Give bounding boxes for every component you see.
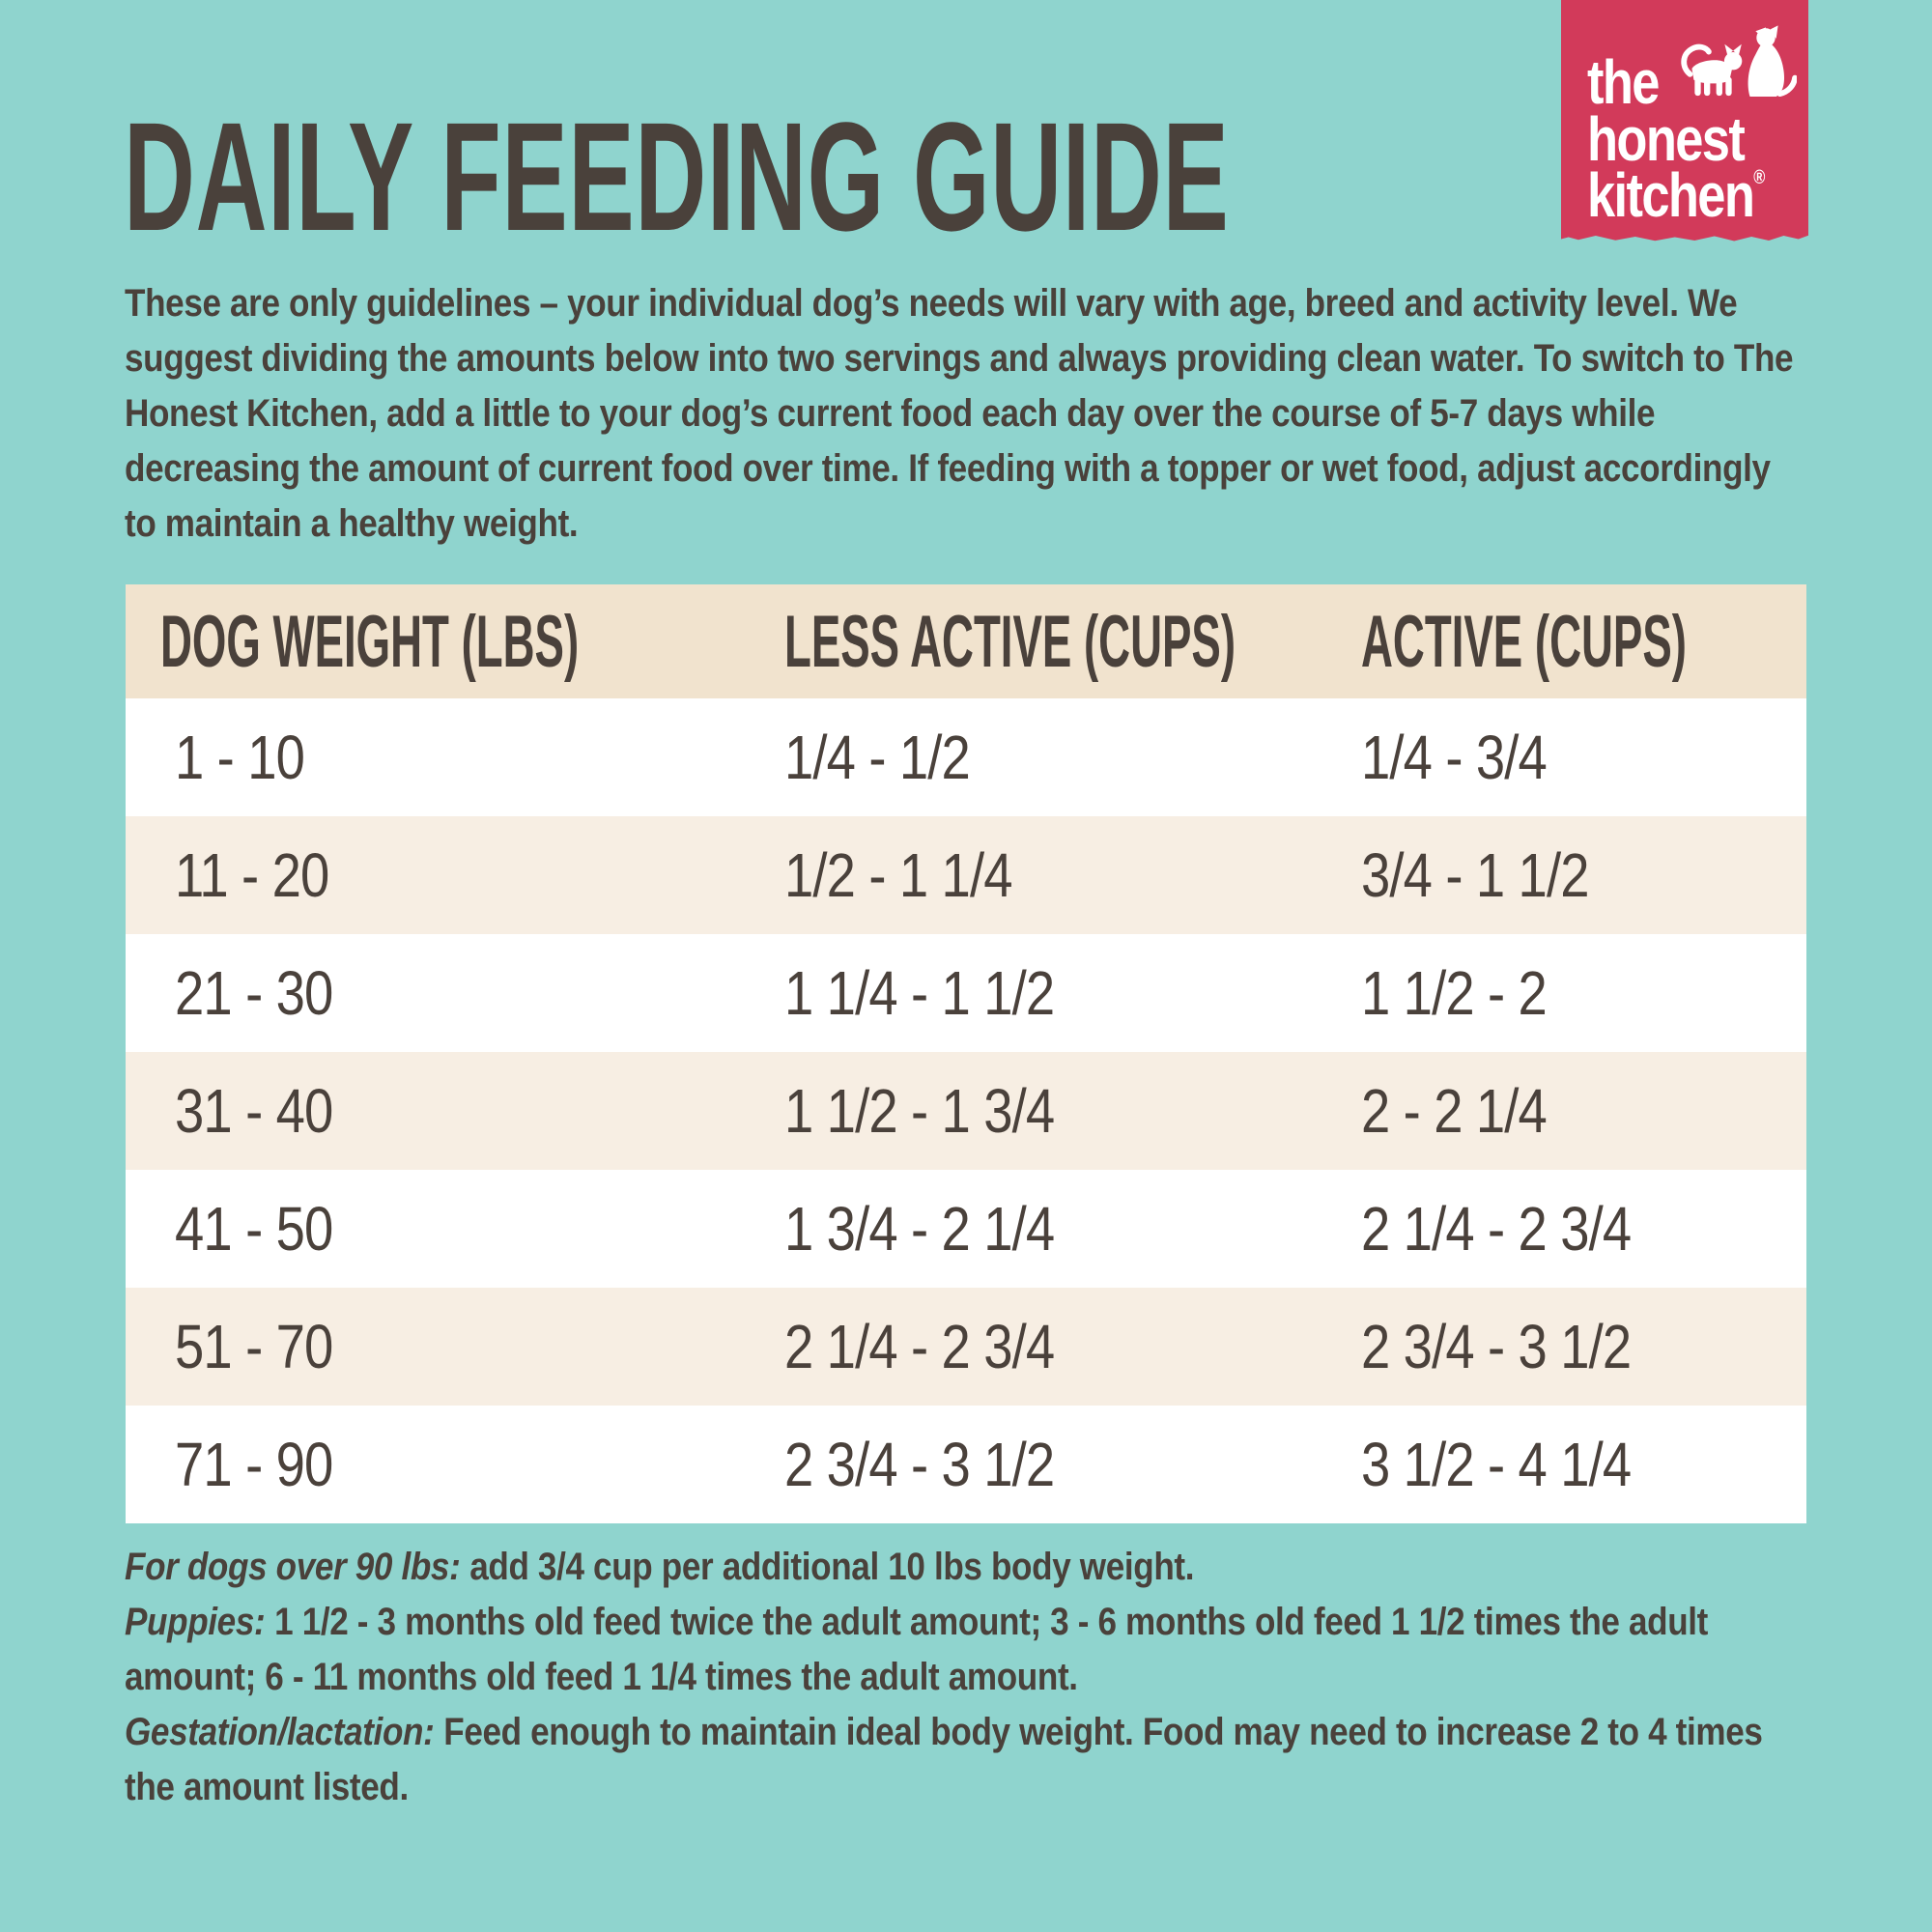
dog-ear [1770,25,1778,39]
table-row: 31 - 40 1 1/2 - 1 3/4 2 - 2 1/4 [126,1052,1806,1170]
note-text: add 3/4 cup per additional 10 lbs body w… [469,1546,1195,1588]
page-title: DAILY FEEDING GUIDE [124,90,1230,263]
active-cups: 2 1/4 - 2 3/4 [1361,1194,1632,1264]
note-over-90-lbs: For dogs over 90 lbs: add 3/4 cup per add… [125,1540,1806,1595]
weight-range: 1 - 10 [175,723,305,792]
feeding-table: DOG WEIGHT (LBS) LESS ACTIVE (CUPS) ACTI… [126,584,1806,1523]
note-gestation-lactation: Gestation/lactation: Feed enough to maint… [125,1705,1806,1815]
logo-word-honest: honest [1587,104,1746,174]
table-row: 11 - 20 1/2 - 1 1/4 3/4 - 1 1/2 [126,816,1806,934]
less-active-cups: 2 1/4 - 2 3/4 [784,1312,1055,1381]
cat-leg [1725,76,1732,97]
logo-word-kitchen-text: kitchen [1587,160,1755,230]
dog-body [1747,40,1785,98]
active-cups: 3 1/2 - 4 1/4 [1361,1430,1632,1499]
cat-leg [1716,79,1722,97]
active-cups: 2 - 2 1/4 [1361,1076,1548,1146]
logo-word-the: the [1587,47,1660,117]
weight-range: 71 - 90 [175,1430,333,1499]
cat-body [1691,60,1733,84]
weight-range: 21 - 30 [175,958,333,1028]
logo-word-kitchen: kitchen® [1587,164,1765,226]
less-active-cups: 2 3/4 - 3 1/2 [784,1430,1055,1499]
honest-kitchen-logo: the honest kitchen® [1561,0,1808,242]
table-row: 51 - 70 2 1/4 - 2 3/4 2 3/4 - 3 1/2 [126,1288,1806,1406]
header-active: ACTIVE (CUPS) [1361,600,1687,683]
weight-range: 51 - 70 [175,1312,333,1381]
cat-head [1723,52,1743,71]
cat-leg [1704,79,1711,97]
note-text: Feed enough to maintain ideal body weigh… [125,1711,1763,1808]
dog-muzzle [1755,27,1767,39]
registered-trademark-symbol: ® [1753,167,1766,188]
header-less-active: LESS ACTIVE (CUPS) [784,600,1236,683]
note-lead: For dogs over 90 lbs: [125,1546,461,1588]
active-cups: 2 3/4 - 3 1/2 [1361,1312,1632,1381]
cat-ear-right [1733,43,1742,56]
header-dog-weight: DOG WEIGHT (LBS) [160,600,580,683]
table-row: 71 - 90 2 3/4 - 3 1/2 3 1/2 - 4 1/4 [126,1406,1806,1523]
intro-paragraph: These are only guidelines – your individ… [125,282,1794,545]
less-active-cups: 1 3/4 - 2 1/4 [784,1194,1055,1264]
table-row: 41 - 50 1 3/4 - 2 1/4 2 1/4 - 2 3/4 [126,1170,1806,1288]
note-lead: Puppies: [125,1601,266,1643]
less-active-cups: 1/4 - 1/2 [784,723,971,792]
cat-ear-left [1724,43,1734,56]
cat-leg [1694,76,1701,97]
weight-range: 11 - 20 [175,840,329,910]
note-text: 1 1/2 - 3 months old feed twice the adul… [125,1601,1709,1698]
note-lead: Gestation/lactation: [125,1711,435,1753]
table-row: 21 - 30 1 1/4 - 1 1/2 1 1/2 - 2 [126,934,1806,1052]
table-header-row: DOG WEIGHT (LBS) LESS ACTIVE (CUPS) ACTI… [126,584,1806,698]
active-cups: 3/4 - 1 1/2 [1361,840,1589,910]
active-cups: 1 1/2 - 2 [1361,958,1548,1028]
note-puppies: Puppies: 1 1/2 - 3 months old feed twice … [125,1595,1806,1705]
cat-tail [1681,43,1712,77]
less-active-cups: 1/2 - 1 1/4 [784,840,1012,910]
cat-dog-silhouette-icon [1681,25,1797,98]
weight-range: 31 - 40 [175,1076,333,1146]
weight-range: 41 - 50 [175,1194,333,1264]
active-cups: 1/4 - 3/4 [1361,723,1548,792]
footer-notes: For dogs over 90 lbs: add 3/4 cup per add… [125,1540,1806,1815]
table-row: 1 - 10 1/4 - 1/2 1/4 - 3/4 [126,698,1806,816]
less-active-cups: 1 1/2 - 1 3/4 [784,1076,1055,1146]
less-active-cups: 1 1/4 - 1 1/2 [784,958,1055,1028]
dog-tail [1776,74,1797,98]
